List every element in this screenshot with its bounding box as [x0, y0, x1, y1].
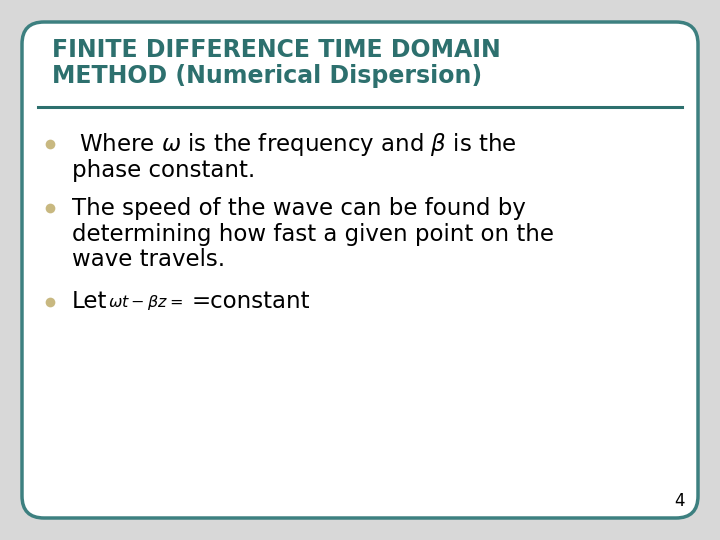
Text: $\omega t-\beta z=$: $\omega t-\beta z=$: [108, 294, 183, 313]
FancyBboxPatch shape: [22, 22, 698, 518]
Text: phase constant.: phase constant.: [72, 159, 256, 181]
Text: The speed of the wave can be found by: The speed of the wave can be found by: [72, 197, 526, 219]
Text: 4: 4: [675, 492, 685, 510]
Text: =constant: =constant: [192, 291, 310, 314]
Text: Let: Let: [72, 291, 107, 314]
Text: determining how fast a given point on the: determining how fast a given point on th…: [72, 222, 554, 246]
Text: Where $\omega$ is the frequency and $\beta$ is the: Where $\omega$ is the frequency and $\be…: [72, 131, 516, 158]
Text: FINITE DIFFERENCE TIME DOMAIN: FINITE DIFFERENCE TIME DOMAIN: [52, 38, 500, 62]
Text: METHOD (Numerical Dispersion): METHOD (Numerical Dispersion): [52, 64, 482, 88]
Text: wave travels.: wave travels.: [72, 248, 225, 272]
